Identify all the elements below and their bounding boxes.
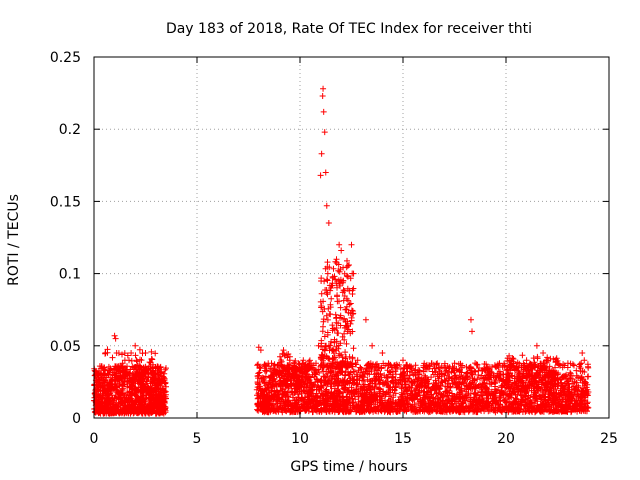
data-point [323,202,330,209]
data-point [342,306,349,313]
data-point [400,357,406,364]
data-point [111,332,118,339]
data-point [472,360,479,367]
data-point [461,386,468,393]
data-point [303,371,310,378]
y-axis: 0 0.05 0.1 0.15 0.2 0.25 [50,50,609,427]
data-point [101,378,108,385]
chart-title: Day 183 of 2018, Rate Of TEC Index for r… [166,21,532,37]
data-point [261,397,268,404]
data-point [156,397,163,404]
y-tick-label: 0.15 [50,194,81,210]
data-point [344,328,351,335]
x-axis: 0 5 10 15 20 25 [90,57,618,447]
data-point [379,350,386,357]
data-point [338,247,345,254]
data-point [113,350,120,357]
data-point [324,270,331,277]
data-point [97,393,104,400]
data-point [564,364,571,371]
data-point [579,350,586,357]
data-point [322,169,329,176]
data-point [336,241,343,248]
data-point [482,367,489,374]
x-tick-label: 20 [497,431,515,447]
data-point [441,364,448,371]
data-point [327,285,334,292]
data-point [286,357,293,364]
data-point-cloud [91,256,592,417]
data-point [272,378,279,385]
x-tick-label: 10 [291,431,309,447]
data-point [117,389,124,396]
data-point [317,172,324,179]
x-tick-label: 25 [600,431,618,447]
data-point [315,342,322,349]
data-point [107,386,114,393]
data-point [146,386,153,393]
data-point [161,403,168,410]
data-point [142,350,149,357]
data-point [266,393,273,400]
x-tick-label: 5 [193,431,202,447]
x-tick-label: 15 [394,431,412,447]
data-point [540,350,547,357]
y-tick-label: 0.25 [50,50,81,66]
data-point [544,354,551,361]
data-point [451,378,458,385]
data-point [334,292,341,299]
data-point [321,129,328,136]
data-point [348,241,355,248]
data-point [318,150,325,157]
data-point [410,371,417,378]
y-tick-label: 0.05 [50,339,81,355]
x-tick-label: 0 [90,431,99,447]
y-tick-label: 0.2 [59,122,81,138]
data-point [585,389,592,396]
data-point [309,364,316,371]
plot-frame [93,56,610,419]
data-point [523,357,530,364]
data-point [132,342,139,349]
data-point [581,357,588,364]
data-point [257,347,264,354]
data-point [332,276,339,283]
data-point [467,316,474,323]
y-axis-label: ROTI / TECUs [6,194,22,286]
data-point [292,371,299,378]
data-point [350,270,357,277]
data-point [420,364,427,371]
data-point [369,342,376,349]
data-point [575,374,582,381]
data-point [319,92,326,99]
data-point [354,357,361,364]
data-point [112,335,119,342]
data-point [320,108,327,115]
data-point [554,371,561,378]
data-points [91,85,592,417]
data-point [503,371,509,378]
data-point [513,364,520,371]
data-point [320,85,327,92]
data-point [469,328,476,335]
y-tick-label: 0 [72,411,81,427]
data-point [533,342,540,349]
data-point [95,371,102,378]
data-point [126,357,133,364]
data-point [152,371,159,378]
data-point [134,371,141,378]
data-point [325,220,332,227]
data-point [340,277,347,284]
data-point [389,364,396,371]
data-point [430,371,437,378]
y-tick-label: 0.1 [59,267,81,283]
data-point [280,347,287,354]
x-axis-label: GPS time / hours [290,459,407,475]
data-point [297,364,303,371]
data-point [329,325,336,332]
data-point [362,316,369,323]
data-point [492,378,499,385]
